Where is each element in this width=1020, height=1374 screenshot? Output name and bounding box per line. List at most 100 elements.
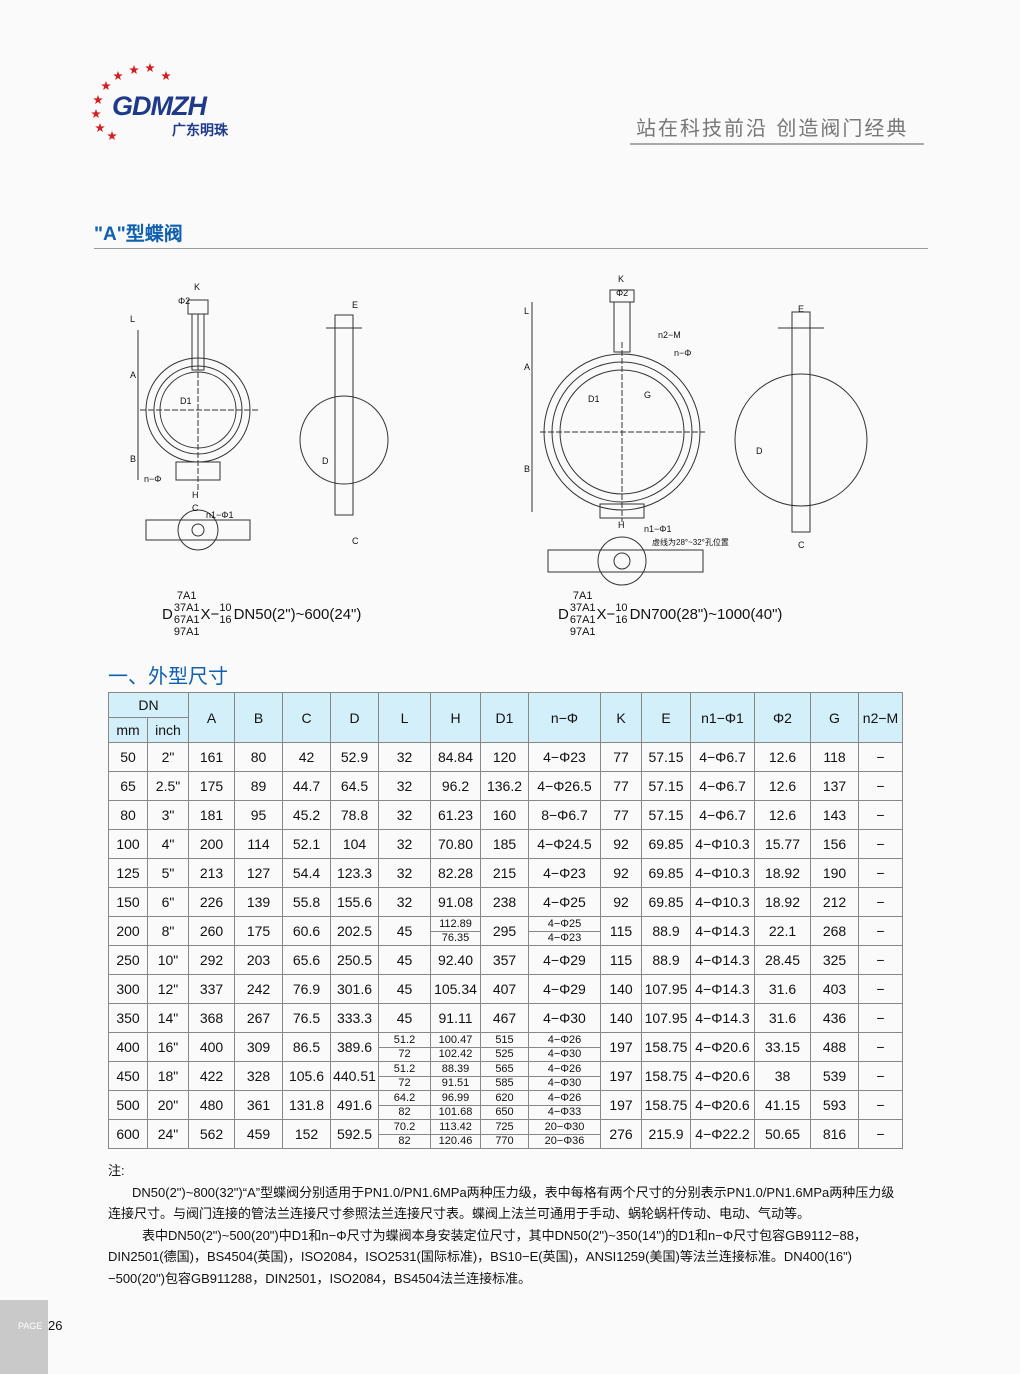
table-cell: 213 — [188, 858, 235, 888]
table-cell: 65 — [108, 771, 148, 801]
table-cell: 4−Φ20.6 — [690, 1061, 755, 1091]
header-inch: inch — [147, 717, 189, 743]
table-cell: 64.5 — [330, 771, 379, 801]
table-cell: 539 — [810, 1061, 859, 1091]
split-cell: 96.99 101.68 — [431, 1092, 480, 1119]
split-cell: 51.2 72 — [379, 1034, 430, 1061]
notes-heading: 注: — [108, 1163, 125, 1178]
split-value: 565 — [481, 1063, 528, 1077]
header-d1: D1 — [480, 692, 529, 743]
table-cell: − — [858, 771, 903, 801]
table-cell: 60.6 — [282, 916, 331, 946]
table-cell: 4" — [147, 829, 189, 859]
label-H: H — [192, 490, 199, 500]
page-label: PAGE — [18, 1321, 43, 1331]
table-cell: 301.6 — [330, 974, 379, 1004]
table-row: 65 2.5" 175 89 44.7 64.5 32 96.2 136.2 4−Φ26.5 77 5… — [108, 771, 903, 801]
table-cell: 32 — [378, 771, 431, 801]
table-cell: 212 — [810, 887, 859, 917]
table-cell: 32 — [378, 829, 431, 859]
table-cell: 4−Φ10.3 — [690, 858, 755, 888]
table-cell: 292 — [188, 945, 235, 975]
table-cell: 15.77 — [754, 829, 811, 859]
table-cell: 131.8 — [282, 1090, 331, 1120]
table-cell: 440.51 — [330, 1061, 379, 1091]
table-cell: 57.15 — [641, 742, 691, 772]
table-cell: 4−Φ6.7 — [690, 771, 755, 801]
table-cell: 88.9 — [641, 916, 691, 946]
split-cell: 725 770 — [481, 1121, 528, 1148]
split-value: 4−Φ26 — [529, 1063, 600, 1077]
table-cell: 112.89 76.35 — [430, 916, 481, 946]
table-cell: 118 — [810, 742, 859, 772]
table-cell: 4−Φ14.3 — [690, 916, 755, 946]
table-cell: 450 — [108, 1061, 148, 1091]
split-value: 4−Φ30 — [547, 1047, 582, 1060]
table-cell: 4−Φ24.5 — [528, 829, 601, 859]
table-cell: 333.3 — [330, 1003, 379, 1033]
split-value: 72 — [398, 1076, 411, 1089]
table-cell: 4−Φ29 — [528, 945, 601, 975]
model-variant: 97A1 — [173, 626, 200, 638]
table-cell: 480 — [188, 1090, 235, 1120]
table-cell: 152 — [282, 1119, 331, 1149]
model-range: DN700(28")~1000(40") — [629, 605, 783, 623]
table-cell: 389.6 — [330, 1032, 379, 1062]
label-K: K — [194, 282, 200, 292]
split-value: 585 — [495, 1076, 514, 1089]
header-d: D — [330, 692, 379, 743]
split-value: 76.35 — [441, 931, 470, 944]
table-row: 250 10" 292 203 65.6 250.5 45 92.40 357 4−Φ29 115 8… — [108, 945, 903, 975]
table-cell: 436 — [810, 1003, 859, 1033]
label-A: A — [524, 362, 530, 372]
table-cell: 491.6 — [330, 1090, 379, 1120]
table-cell: 200 — [188, 829, 235, 859]
page-number-tab — [0, 1300, 48, 1374]
split-cell: 112.89 76.35 — [431, 918, 480, 945]
split-cell: 100.47 102.42 — [431, 1034, 480, 1061]
table-cell: 92 — [600, 887, 642, 917]
table-cell: 95 — [234, 800, 283, 830]
label-D: D — [756, 446, 763, 456]
table-row: 300 12" 337 242 76.9 301.6 45 105.34 407 4−Φ29 140… — [108, 974, 903, 1004]
table-cell: 125 — [108, 858, 148, 888]
table-cell: 4−Φ23 — [528, 858, 601, 888]
table-cell: 76.5 — [282, 1003, 331, 1033]
note-paragraph-1: DN50(2")~800(32")“A”型蝶阀分别适用于PN1.0/PN1.6M… — [108, 1184, 895, 1222]
model-mid: X− — [200, 605, 220, 623]
split-value: 96.99 — [431, 1092, 480, 1106]
table-cell: 12" — [147, 974, 189, 1004]
valve-drawing-small: K Φ2 L A B D1 n−Φ H C n1−Φ1 E D C — [130, 282, 389, 551]
table-cell: − — [858, 974, 903, 1004]
split-value: 4−Φ23 — [547, 931, 582, 944]
table-cell: − — [858, 1003, 903, 1033]
table-cell: 77 — [600, 771, 642, 801]
label-C-side: C — [352, 536, 359, 546]
table-cell: 12.6 — [754, 771, 811, 801]
label-H: H — [618, 520, 625, 530]
table-cell: 65.6 — [282, 945, 331, 975]
table-cell: − — [858, 1032, 903, 1062]
table-cell: 725 770 — [480, 1119, 529, 1149]
header-mm: mm — [108, 717, 148, 743]
table-cell: 32 — [378, 800, 431, 830]
table-cell: 91.11 — [430, 1003, 481, 1033]
table-cell: 114 — [234, 829, 283, 859]
split-value: 70.2 — [379, 1121, 430, 1135]
page-number: 26 — [48, 1318, 63, 1333]
table-cell: 400 — [108, 1032, 148, 1062]
table-cell: 80 — [108, 800, 148, 830]
header-n2-m: n2−M — [858, 692, 903, 743]
table-cell: 31.6 — [754, 1003, 811, 1033]
table-cell: 2.5" — [147, 771, 189, 801]
table-cell: 45 — [378, 974, 431, 1004]
table-cell: 80 — [234, 742, 283, 772]
label-K: K — [618, 274, 624, 284]
split-value: 20−Φ30 — [529, 1121, 600, 1135]
table-cell: 276 — [600, 1119, 642, 1149]
table-cell: 4−Φ10.3 — [690, 829, 755, 859]
table-cell: 12.6 — [754, 742, 811, 772]
table-cell: 105.6 — [282, 1061, 331, 1091]
split-value: 4−Φ33 — [547, 1105, 582, 1118]
table-cell: 69.85 — [641, 858, 691, 888]
